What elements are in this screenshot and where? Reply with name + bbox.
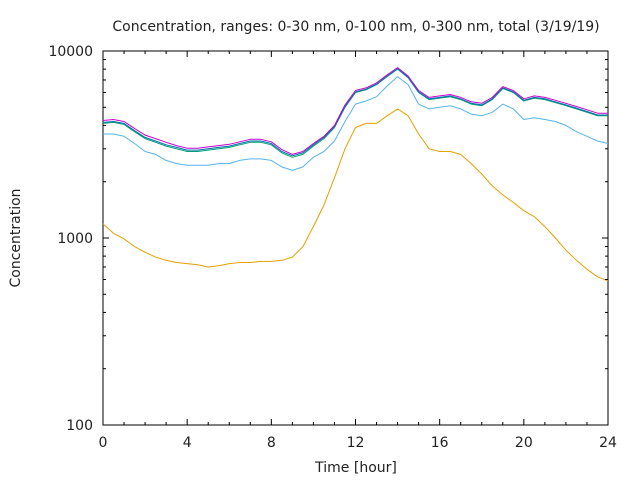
series-layer xyxy=(102,67,609,282)
chart-title: Concentration, ranges: 0-30 nm, 0-100 nm… xyxy=(112,19,599,35)
x-tick-label: 12 xyxy=(347,435,365,451)
y-tick-label: 10000 xyxy=(48,44,93,60)
x-tick-label: 16 xyxy=(431,435,449,451)
x-tick-label: 8 xyxy=(267,435,276,451)
y-tick-label: 100 xyxy=(66,418,93,434)
y-tick-label: 1000 xyxy=(57,231,93,247)
x-tick-label: 0 xyxy=(99,435,108,451)
x-tick-label: 24 xyxy=(599,435,617,451)
series-line-1 xyxy=(102,108,609,282)
series-line-4 xyxy=(102,68,608,157)
plot-area xyxy=(102,50,609,426)
tick-layer: 0 4 8 12 16 20 24 100 1000 10000 xyxy=(48,44,617,451)
x-tick-label: 20 xyxy=(515,435,533,451)
series-line-3 xyxy=(102,68,608,158)
series-line-5 xyxy=(102,67,608,155)
x-tick-label: 4 xyxy=(183,435,192,451)
series-line-2 xyxy=(103,76,609,171)
x-axis-label: Time [hour] xyxy=(314,460,397,476)
y-axis-label: Concentration xyxy=(8,188,24,287)
plot-border xyxy=(102,50,609,426)
